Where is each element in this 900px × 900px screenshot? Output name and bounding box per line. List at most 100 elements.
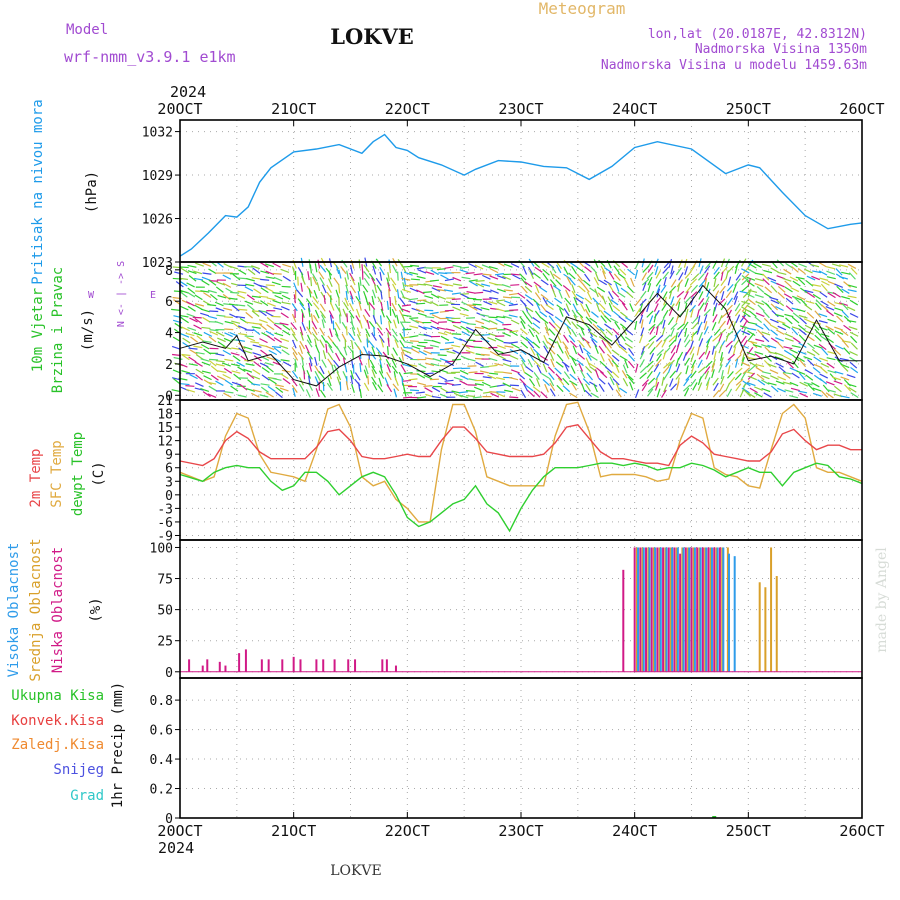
wind-barb: [770, 385, 779, 393]
wind-barb: [718, 364, 723, 373]
wind-barb: [663, 372, 669, 381]
wind-barb: [236, 294, 246, 300]
wind-barb: [575, 297, 584, 304]
wind-barb: [826, 276, 836, 280]
wind-barb: [193, 277, 204, 281]
wind-barb: [674, 332, 678, 342]
wind-barb: [329, 328, 333, 338]
wind-barb: [417, 382, 427, 386]
wind-barb: [818, 320, 828, 324]
wind-barb: [539, 286, 548, 293]
wind-barb: [735, 314, 741, 324]
wind-barb: [352, 350, 354, 360]
wind-barb: [834, 307, 844, 312]
wind-barb: [217, 370, 227, 374]
wind-barb: [741, 285, 749, 292]
wind-barb: [649, 346, 656, 355]
wind-barb: [222, 293, 231, 301]
wind-barb: [252, 352, 262, 357]
wind-barb: [282, 361, 292, 367]
wind-barb: [548, 315, 556, 324]
wind-barb: [366, 319, 370, 329]
wind-barb: [453, 336, 463, 342]
wind-barb: [734, 264, 738, 274]
wind-barb: [444, 341, 455, 344]
wind-barb: [748, 375, 757, 381]
wind-barb: [301, 322, 306, 331]
wind-barb: [704, 265, 711, 274]
wind-barb: [299, 340, 306, 350]
wind-barb: [261, 374, 270, 381]
wind-barb: [848, 284, 858, 289]
wind-barb: [409, 325, 419, 329]
wind-barb: [747, 268, 757, 274]
wind-barb: [237, 277, 247, 280]
niska-bar: [645, 547, 648, 672]
wind-barb: [568, 354, 577, 362]
wind-barb: [344, 363, 348, 373]
cloud-unit: (%): [88, 597, 104, 622]
wind-barb: [466, 326, 475, 332]
wind-barb: [763, 317, 772, 325]
wind-barb: [754, 351, 764, 355]
srednja-bar: [687, 547, 690, 672]
wind-barb: [209, 358, 219, 361]
wind-barb: [202, 316, 211, 323]
wind-barb: [662, 291, 668, 300]
wind-barb: [378, 334, 385, 343]
wind-barb: [782, 381, 792, 385]
wind-barb: [489, 350, 499, 357]
wind-barb: [706, 288, 711, 298]
wind-barb: [338, 269, 342, 279]
wind-barb: [481, 283, 491, 287]
wind-barb: [811, 348, 820, 356]
wind-barb: [379, 315, 383, 325]
wind-barb: [589, 355, 598, 361]
visoka-bar: [693, 547, 696, 672]
wind-barb: [466, 330, 476, 336]
wind-barb: [404, 341, 414, 344]
temp-label-3: dewpt Temp: [70, 432, 86, 516]
wind-barb: [417, 269, 427, 274]
wind-barb: [683, 258, 688, 268]
wind-barb: [459, 369, 469, 375]
wind-barb: [602, 270, 607, 280]
wind-barb: [527, 324, 535, 332]
wind-barb: [251, 326, 261, 329]
wind-barb: [432, 358, 442, 362]
wind-barb: [351, 327, 356, 337]
wind-barb: [535, 334, 541, 344]
wind-barb: [548, 347, 556, 355]
wind-barb: [430, 269, 439, 276]
wind-barb: [400, 346, 406, 356]
wind-barb: [359, 349, 362, 360]
wind-barb: [300, 282, 303, 292]
wind-barb: [495, 318, 504, 324]
wind-barb: [258, 319, 268, 324]
wind-barb: [831, 263, 841, 268]
wind-barb: [488, 357, 498, 362]
wind-barb: [392, 347, 399, 356]
wind-barb: [836, 285, 844, 293]
wind-barb: [713, 328, 721, 336]
wind-barb: [291, 266, 296, 276]
wind-barb: [767, 363, 777, 368]
visoka-bar: [699, 547, 702, 672]
srednja-bar: [664, 547, 667, 672]
wind-barb: [444, 278, 454, 282]
wind-barb: [373, 284, 378, 294]
wind-barb: [344, 277, 348, 287]
wind-barb: [841, 295, 851, 300]
wind-barb: [236, 315, 246, 319]
wind-barb: [649, 326, 656, 335]
wind-barb: [725, 332, 730, 342]
elevation-text: Nadmorska Visina 1350m: [695, 42, 867, 57]
wind-barb: [762, 273, 770, 281]
wind-barb: [698, 338, 704, 347]
wind-barb: [594, 288, 599, 298]
wind-barb: [670, 279, 677, 288]
wind-barb: [545, 304, 554, 310]
wind-barb: [841, 271, 851, 275]
wind-barb: [544, 383, 549, 393]
wind-barb: [207, 303, 217, 307]
